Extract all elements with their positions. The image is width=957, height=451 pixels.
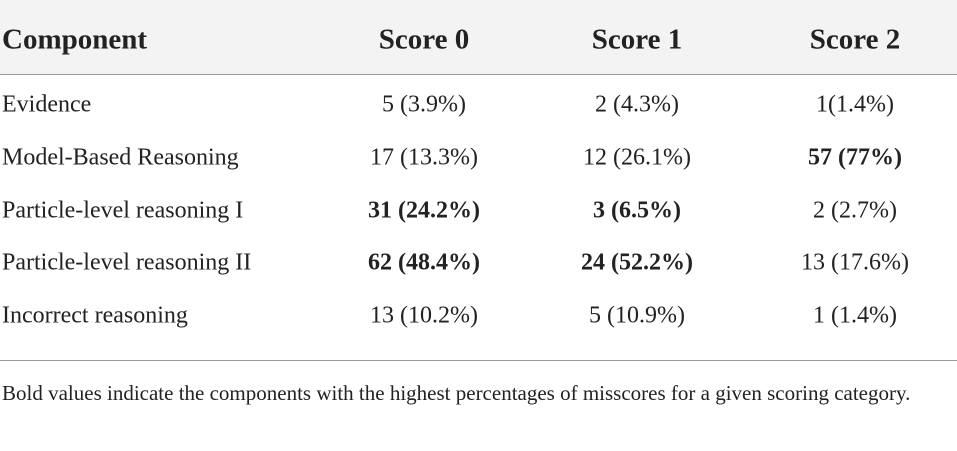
header-cell: Component bbox=[2, 23, 148, 56]
table-cell: 17 (13.3%) bbox=[370, 144, 478, 171]
table-cell: 2 (4.3%) bbox=[595, 91, 679, 118]
header-cell: Score 2 bbox=[809, 23, 901, 56]
table-cell: 57 (77%) bbox=[808, 144, 902, 171]
table-cell: 1 (1.4%) bbox=[813, 302, 897, 329]
table-cell: 12 (26.1%) bbox=[583, 144, 691, 171]
header-cell: Score 1 bbox=[591, 23, 683, 56]
table-cell: 3 (6.5%) bbox=[593, 197, 681, 224]
table-rule bbox=[0, 360, 957, 361]
table-cell: 1(1.4%) bbox=[816, 91, 894, 118]
table-cell: 62 (48.4%) bbox=[368, 249, 480, 276]
table-cell: 5 (3.9%) bbox=[382, 91, 466, 118]
table-cell: 13 (10.2%) bbox=[370, 302, 478, 329]
table-cell: 31 (24.2%) bbox=[368, 197, 480, 224]
table-cell: 24 (52.2%) bbox=[581, 249, 693, 276]
table-cell: 5 (10.9%) bbox=[589, 302, 685, 329]
table-cell: Particle-level reasoning I bbox=[2, 197, 244, 224]
table-cell: Evidence bbox=[2, 91, 92, 118]
table-cell: Incorrect reasoning bbox=[2, 302, 188, 329]
table-cell: 13 (17.6%) bbox=[801, 249, 909, 276]
table-cell: Model-Based Reasoning bbox=[2, 144, 239, 171]
header-row bbox=[0, 0, 957, 75]
header-cell: Score 0 bbox=[378, 23, 470, 56]
footnote: Bold values indicate the components with… bbox=[2, 381, 911, 405]
table-cell: Particle-level reasoning II bbox=[2, 249, 252, 276]
table-cell: 2 (2.7%) bbox=[813, 197, 897, 224]
